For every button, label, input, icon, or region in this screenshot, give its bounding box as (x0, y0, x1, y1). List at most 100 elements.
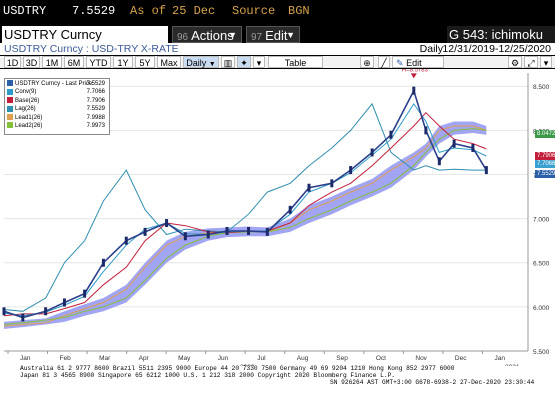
chevron-down-icon: ▼ (286, 30, 295, 40)
candle-mark (83, 289, 87, 298)
x-tick-label: Aug (297, 355, 309, 362)
footer-copyright: Japan 81 3 4565 8900 Singapore 65 6212 1… (20, 372, 396, 379)
legend-swatch (7, 88, 13, 95)
price-tag-conv: 7.7066 (535, 160, 555, 168)
candle-mark (183, 232, 187, 241)
range-5y-button[interactable]: 5Y (135, 56, 155, 68)
candle-mark (389, 130, 393, 139)
legend-swatch (7, 113, 13, 120)
candle-mark (143, 227, 147, 236)
source-label: Source (232, 4, 276, 18)
settings-icon[interactable]: ⚙ (508, 56, 522, 68)
edit-button[interactable]: 97 Edit ▼ (246, 26, 300, 43)
candle-mark (2, 307, 6, 316)
date-range[interactable]: 12/31/2019-12/25/2020 (442, 43, 551, 55)
y-tick-label: 8.500 (533, 84, 550, 91)
chevron-down-icon: ▼ (208, 61, 216, 68)
edit-label: Edit (265, 28, 288, 43)
period-select[interactable]: Daily ▼ (183, 56, 219, 68)
footer-contacts: Australia 61 2 9777 8600 Brazil 5511 239… (20, 365, 455, 372)
security-description: USDTRY Curncy : USD-TRY X-RATE (4, 43, 179, 55)
range-ytd-button[interactable]: YTD (86, 56, 111, 68)
edit-chart-button[interactable]: ✎ Edit Chart (392, 56, 444, 80)
frequency-label: Daily (419, 43, 443, 55)
footer: Australia 61 2 9777 8600 Brazil 5511 239… (0, 365, 555, 400)
candle-mark (21, 313, 25, 322)
x-tick-label: Feb (60, 355, 72, 362)
y-tick-label: 6.000 (533, 305, 550, 312)
candle-mark (412, 86, 416, 95)
chart-type-icon[interactable]: ▥ (221, 56, 235, 68)
candle-mark (370, 148, 374, 157)
candle-mark (62, 298, 66, 307)
x-tick-label: Mar (99, 355, 111, 362)
chevron-down-icon[interactable]: ▾ (540, 56, 552, 68)
chart-legend: USDTRY Curncy - Last Price 7.5529 Conv(9)… (4, 78, 110, 135)
security-header: USDTRY 7.5529 As of 25 Dec Source BGN (0, 0, 555, 22)
legend-item: Lead1(26) 7.9988 (7, 113, 107, 122)
x-tick-label: May (178, 355, 191, 362)
chevron-down-icon[interactable]: ▾ (253, 56, 265, 68)
expand-icon[interactable]: ⤢ (524, 56, 538, 68)
asof-label: As of (130, 4, 167, 18)
legend-item: USDTRY Curncy - Last Price 7.5529 (7, 80, 107, 88)
x-tick-label: Oct (376, 355, 386, 362)
y-tick-label: 5.500 (533, 349, 550, 356)
zoom-icon[interactable]: ⊕ (360, 56, 374, 68)
actions-button[interactable]: 96 Actions ▼ (172, 26, 242, 43)
legend-swatch (7, 105, 13, 112)
price-tag-cloud: 8.0472 (535, 130, 555, 138)
range-1y-button[interactable]: 1Y (113, 56, 133, 68)
y-tick-label: 7.000 (533, 217, 550, 224)
candle-mark (424, 126, 428, 135)
chart-toolbar: 1D 3D 1M 6M YTD 1Y 5Y Max Daily ▼ ▥ ✦ ▾ … (0, 56, 555, 80)
price-tag-base: 7.7906 (535, 152, 555, 160)
actions-label: Actions (191, 28, 234, 43)
candle-mark (471, 144, 475, 153)
ichimoku-chart[interactable]: 5.5006.0006.5007.0007.5008.0008.500H=8.5… (0, 69, 555, 379)
legend-swatch (7, 97, 13, 104)
candle-mark (452, 139, 456, 148)
candle-mark (225, 226, 229, 235)
candle-mark (437, 157, 441, 166)
candle-mark (247, 226, 251, 235)
range-3d-button[interactable]: 3D (23, 56, 40, 68)
x-tick-label: Sep (336, 355, 348, 362)
candle-mark (44, 307, 48, 316)
security-input[interactable]: USDTRY Curncy (2, 26, 168, 43)
ichimoku-cloud (4, 121, 487, 329)
study-name: G 543: ichimoku (447, 26, 555, 43)
candle-mark (101, 258, 105, 267)
table-button[interactable]: Table (268, 56, 323, 68)
source: BGN (288, 4, 310, 18)
x-tick-label: Jun (218, 355, 229, 362)
series-line (3, 102, 487, 312)
peak-marker-icon (410, 73, 417, 79)
chart-style-icon[interactable]: ✦ (237, 56, 251, 68)
price-series-line (3, 88, 487, 319)
range-6m-button[interactable]: 6M (64, 56, 84, 68)
x-tick-label: Jul (257, 355, 266, 362)
edit-num: 97 (251, 32, 263, 43)
line-tool-icon[interactable]: ╱ (378, 56, 390, 68)
legend-item: Lead2(26) 7.9973 (7, 122, 107, 130)
legend-swatch (7, 122, 13, 129)
x-tick-label: Nov (415, 355, 427, 362)
x-tick-label: Apr (139, 355, 150, 362)
candle-mark (330, 179, 334, 188)
series-line (3, 111, 487, 317)
peak-label: H=8.5783 (402, 69, 429, 73)
legend-item: Base(26) 7.7906 (7, 97, 107, 105)
range-1d-button[interactable]: 1D (4, 56, 21, 68)
chart-area[interactable]: 5.5006.0006.5007.0007.5008.0008.500H=8.5… (0, 69, 555, 379)
x-tick-label: Jan (494, 355, 505, 362)
candle-mark (165, 219, 169, 228)
range-max-button[interactable]: Max (157, 56, 181, 68)
pencil-icon: ✎ (396, 58, 404, 68)
candle-mark (265, 227, 269, 236)
actions-num: 96 (177, 32, 189, 43)
range-1m-button[interactable]: 1M (42, 56, 62, 68)
price-tag-last: 7.5529 (535, 170, 555, 178)
asof-date: 25 Dec (172, 4, 216, 18)
y-tick-label: 6.500 (533, 261, 550, 268)
